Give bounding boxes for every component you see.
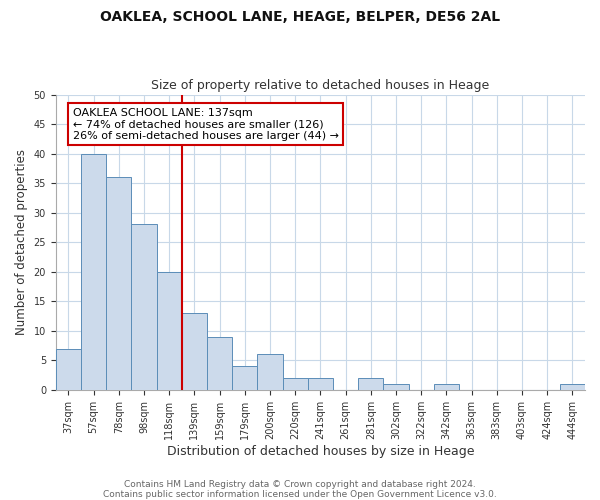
Text: OAKLEA SCHOOL LANE: 137sqm
← 74% of detached houses are smaller (126)
26% of sem: OAKLEA SCHOOL LANE: 137sqm ← 74% of deta… <box>73 108 339 140</box>
Bar <box>207 336 232 390</box>
Bar <box>106 177 131 390</box>
Bar <box>358 378 383 390</box>
Bar <box>560 384 585 390</box>
Bar <box>157 272 182 390</box>
Bar <box>81 154 106 390</box>
Text: OAKLEA, SCHOOL LANE, HEAGE, BELPER, DE56 2AL: OAKLEA, SCHOOL LANE, HEAGE, BELPER, DE56… <box>100 10 500 24</box>
Bar <box>182 313 207 390</box>
Bar <box>232 366 257 390</box>
Bar <box>434 384 459 390</box>
Bar <box>257 354 283 390</box>
Text: Contains HM Land Registry data © Crown copyright and database right 2024.: Contains HM Land Registry data © Crown c… <box>124 480 476 489</box>
Bar <box>308 378 333 390</box>
Bar <box>131 224 157 390</box>
Bar <box>56 348 81 390</box>
Text: Contains public sector information licensed under the Open Government Licence v3: Contains public sector information licen… <box>103 490 497 499</box>
Y-axis label: Number of detached properties: Number of detached properties <box>15 149 28 335</box>
Bar <box>283 378 308 390</box>
Title: Size of property relative to detached houses in Heage: Size of property relative to detached ho… <box>151 79 490 92</box>
Bar <box>383 384 409 390</box>
X-axis label: Distribution of detached houses by size in Heage: Distribution of detached houses by size … <box>167 444 474 458</box>
